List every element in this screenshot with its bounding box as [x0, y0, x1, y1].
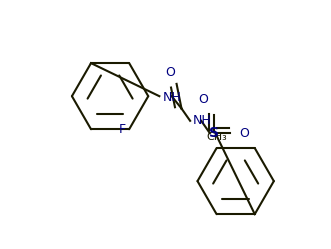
Text: NH: NH — [163, 91, 182, 104]
Text: NH: NH — [193, 114, 211, 127]
Text: O: O — [199, 93, 209, 106]
Text: O: O — [166, 66, 175, 79]
Text: O: O — [239, 127, 249, 140]
Text: F: F — [118, 123, 125, 136]
Text: S: S — [209, 126, 218, 140]
Text: CH₃: CH₃ — [206, 132, 227, 142]
